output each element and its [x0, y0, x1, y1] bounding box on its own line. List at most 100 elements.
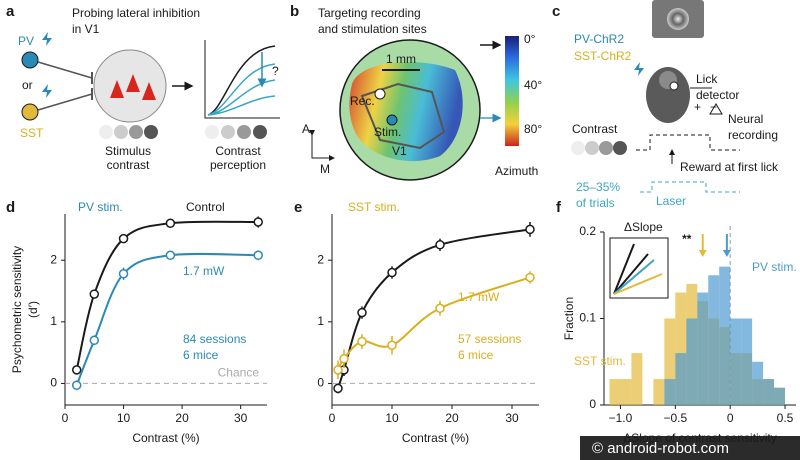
label: ? [272, 64, 279, 78]
y-tick-label: 1 [50, 314, 57, 328]
panel-b: b Targeting recording and stimulation si… [290, 3, 542, 181]
panel-letter: c [552, 3, 560, 20]
median-arrowhead [722, 250, 731, 257]
grating [667, 8, 689, 30]
chance-label: Chance [218, 366, 260, 380]
y-tick-label: 0.2 [579, 224, 596, 238]
x-tick-label: 0 [62, 411, 69, 425]
series-label: SST stim. [574, 354, 626, 368]
median-arrowhead [698, 250, 707, 257]
fit-line [337, 228, 531, 389]
data-point [387, 267, 397, 278]
y-axis-label: Psychometric sensitivity [10, 246, 24, 373]
x-axis-label: Contrast (%) [132, 431, 199, 445]
curve [207, 63, 276, 116]
x-tick-label: 10 [385, 411, 399, 425]
label: PV-ChR2 [574, 32, 624, 46]
data-point [165, 218, 176, 228]
y-tick-label: 0 [589, 397, 596, 411]
label: recording [728, 128, 778, 142]
panel-letter: d [6, 199, 15, 216]
amplifier [709, 103, 723, 115]
label: detector [696, 88, 739, 102]
data-point [333, 383, 343, 394]
x-tick-label: 10 [117, 411, 131, 425]
label: − [710, 100, 717, 114]
light-icon [42, 84, 52, 98]
label: of trials [576, 196, 615, 210]
light-icon [634, 62, 644, 76]
data-point [333, 365, 343, 375]
y-axis-label: Fraction [562, 297, 576, 340]
x-axis-label: ΔSlope of contrast sensitivity [623, 431, 776, 445]
panel-title: Targeting recording [318, 6, 421, 20]
implant [669, 81, 679, 91]
label: SST-ChR2 [574, 49, 632, 63]
label: perception [210, 158, 266, 172]
x-tick-label: 0.5 [777, 411, 794, 425]
hist-bar [664, 318, 676, 405]
y-tick-label: 2 [317, 252, 324, 266]
inset-lines [613, 259, 655, 295]
v1-border [360, 82, 446, 150]
data-point [253, 217, 263, 227]
hist-bar [620, 379, 632, 405]
data-point [339, 354, 349, 364]
y-tick-label: 1 [317, 314, 324, 328]
annotation: 1.7 mW [183, 264, 225, 278]
mouse [646, 67, 690, 123]
data-point [525, 272, 535, 283]
data-point [435, 303, 445, 314]
fit-line [75, 220, 259, 371]
hist-bar [774, 387, 786, 405]
hist-bar [763, 379, 775, 405]
y-axis-label: (d′) [26, 301, 40, 318]
data-point [357, 307, 367, 318]
x-tick-label: 0 [329, 411, 336, 425]
data-point [89, 289, 100, 299]
label: Lick [696, 72, 718, 86]
colorbar-tick: 80° [524, 122, 542, 136]
panel-a: a Probing lateral inhibition in V1 PV or… [6, 3, 280, 172]
series-label: SST stim. [348, 200, 400, 214]
data-point [71, 365, 82, 375]
inhibition [37, 61, 93, 79]
series-label: PV stim. [78, 200, 123, 214]
inset-box [609, 237, 669, 299]
label: 25–35% [576, 180, 620, 194]
inset-lines [613, 273, 663, 295]
colorbar-label: Azimuth [495, 164, 538, 178]
pyramidal-cells [110, 74, 156, 100]
panel-letter: a [6, 3, 15, 20]
significance: ** [682, 232, 692, 246]
label: M [320, 162, 330, 176]
colorbar-tick: 40° [524, 78, 542, 92]
annotation: 6 mice [458, 348, 494, 362]
data-point [435, 240, 445, 250]
hist-bar [631, 353, 643, 405]
sst-neuron [21, 103, 39, 121]
hist-bar [719, 266, 731, 405]
annotation: 6 mice [183, 348, 219, 362]
panel-title: Probing lateral inhibition [72, 6, 200, 20]
hist-bar [752, 361, 764, 405]
panel-letter: e [294, 199, 302, 216]
y-tick-label: 0 [317, 376, 324, 390]
label: Contrast [215, 144, 261, 158]
inset-lines [613, 243, 649, 295]
data-point [89, 335, 100, 346]
colorbar-tick: 0° [524, 32, 536, 46]
hist-bar [675, 353, 687, 405]
x-tick-label: 20 [445, 411, 459, 425]
hist-bar [730, 318, 742, 405]
panel-title: in V1 [72, 22, 100, 36]
annotation: 57 sessions [458, 332, 521, 346]
label: Rec. [350, 94, 375, 108]
stim-site [386, 114, 398, 126]
label: or [22, 78, 33, 92]
curve [207, 45, 276, 116]
gratings [205, 125, 267, 139]
colorbar [505, 36, 519, 146]
watermark-bg [580, 436, 800, 460]
